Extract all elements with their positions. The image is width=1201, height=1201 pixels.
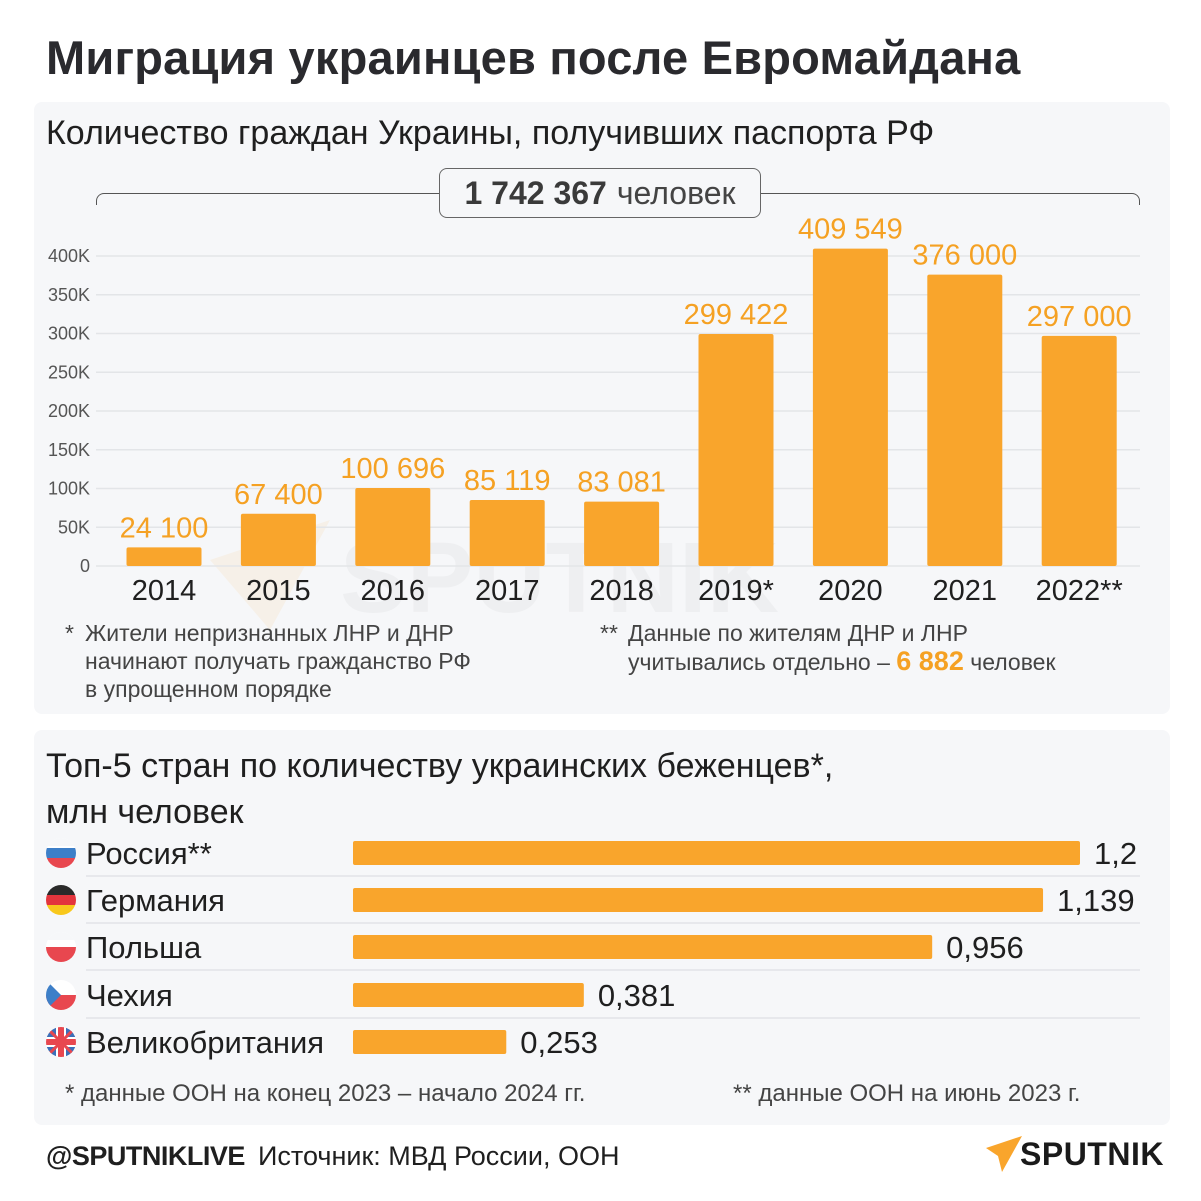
separate-count-highlight: 6 882 (896, 646, 964, 676)
x-tick-label: 2014 (132, 575, 197, 607)
bar-value-label: 24 100 (120, 512, 209, 544)
bar-2018 (584, 501, 660, 566)
bar-2022 (1041, 335, 1117, 566)
row-separators (86, 875, 1140, 1019)
bar-value-label: 297 000 (1027, 301, 1132, 333)
passports-subtitle: Количество граждан Украины, получивших п… (46, 114, 935, 152)
y-tick-label: 150K (48, 440, 90, 460)
passports-bar-chart: 0 50K 100K 150K 200K 250K 300K 350K 400K 24 100 6… (48, 214, 1140, 607)
country-flags (46, 838, 76, 1057)
bar-2021 (927, 274, 1003, 566)
footnote-line: в упрощенном порядке (85, 676, 332, 702)
refugees-footnote-2: ** данные ООН на июнь 2023 г. (733, 1080, 1081, 1107)
footnote-2022: ** Данные по жителям ДНР и ЛНР учитывалис… (600, 619, 1056, 676)
bar-2015 (240, 513, 316, 566)
source-text: Источник: МВД России, ООН (258, 1141, 620, 1171)
russia-flag-icon (46, 838, 76, 868)
bar-value-label: 83 081 (577, 467, 666, 499)
bars (353, 841, 1080, 1054)
country-label: Чехия (86, 978, 173, 1013)
bar-2014 (126, 547, 202, 566)
x-tick-label: 2018 (589, 575, 654, 607)
footnote-marker: ** (600, 620, 618, 646)
country-label: Германия (86, 883, 225, 918)
bar-value-label: 0,253 (520, 1025, 598, 1060)
bar-germany (353, 888, 1044, 912)
bar-2020 (812, 248, 888, 566)
country-label: Польша (86, 930, 202, 965)
bar-value-label: 409 549 (798, 214, 903, 246)
y-tick-label: 300K (48, 324, 90, 344)
x-tick-label: 2020 (818, 575, 883, 607)
x-tick-label: 2016 (361, 575, 426, 607)
refugees-bar-chart: Россия** Германия Польша Чехия Великобритани… (46, 836, 1140, 1060)
x-tick-label: 2022** (1036, 575, 1123, 607)
bar-value-label: 0,956 (946, 930, 1024, 965)
bars (126, 248, 1117, 566)
germany-flag-icon (46, 885, 76, 915)
bar-value-label: 1,139 (1057, 883, 1135, 918)
bar-uk (353, 1030, 507, 1054)
bar-poland (353, 935, 933, 959)
czechia-flag-icon (46, 980, 76, 1010)
footnote-line: начинают получать гражданство РФ (85, 648, 471, 674)
x-tick-label: 2017 (475, 575, 540, 607)
bar-value-label: 0,381 (598, 978, 676, 1013)
refugees-subtitle-line1: Топ-5 стран по количеству украинских беж… (46, 747, 834, 785)
y-axis-ticks: 0 50K 100K 150K 200K 250K 300K 350K 400K (48, 246, 90, 576)
bar-value-label: 1,2 (1094, 836, 1137, 871)
y-tick-label: 0 (80, 556, 90, 576)
bar-russia (353, 841, 1080, 865)
poland-flag-icon (46, 932, 76, 962)
x-tick-label: 2015 (246, 575, 311, 607)
refugees-panel (34, 730, 1170, 1125)
footnote-line: Жители непризнанных ЛНР и ДНР (85, 620, 454, 646)
y-tick-label: 50K (58, 517, 90, 537)
country-label: Россия** (86, 836, 212, 871)
x-axis-labels: 2014 2015 2016 2017 2018 2019* 2020 2021 2022** (132, 575, 1123, 607)
main-title: Миграция украинцев после Евромайдана (46, 31, 1021, 84)
bar-2016 (355, 487, 431, 566)
footnote-line: человек (970, 649, 1056, 675)
y-tick-label: 350K (48, 285, 90, 305)
bar-czechia (353, 983, 584, 1007)
refugees-subtitle-line2: млн человек (46, 793, 244, 831)
y-tick-label: 250K (48, 362, 90, 382)
footnote-line: учитывались отдельно – (628, 649, 890, 675)
y-tick-label: 200K (48, 401, 90, 421)
total-value: 1 742 367 (464, 174, 607, 211)
refugees-footnote-1: * данные ООН на конец 2023 – начало 2024… (65, 1080, 586, 1107)
bar-value-label: 376 000 (912, 240, 1017, 272)
bar-2017 (469, 500, 545, 566)
refugees-subtitle: Топ-5 стран по количеству украинских беж… (46, 743, 833, 835)
x-tick-label: 2021 (933, 575, 998, 607)
x-tick-label: 2019* (698, 575, 774, 607)
y-tick-label: 100K (48, 479, 90, 499)
bar-2019 (698, 333, 774, 566)
total-unit: человек (616, 174, 736, 211)
total-badge: 1 742 367 человек (439, 168, 761, 218)
social-handle[interactable]: @SPUTNIKLIVE (46, 1141, 245, 1171)
country-label: Великобритания (86, 1025, 324, 1060)
footnote-line: Данные по жителям ДНР и ЛНР (628, 620, 968, 646)
country-labels: Россия** Германия Польша Чехия Великобритани… (86, 836, 324, 1060)
bar-value-label: 85 119 (464, 465, 551, 497)
sputnik-logo-text: SPUTNIK (1020, 1136, 1164, 1172)
value-labels: 24 100 67 400 100 696 85 119 83 081 299 422 40… (120, 214, 1132, 545)
bar-value-label: 299 422 (684, 299, 789, 331)
y-tick-label: 400K (48, 246, 90, 266)
bar-value-label: 100 696 (340, 453, 445, 485)
uk-flag-icon (46, 1027, 76, 1057)
sputnik-logo-icon (986, 1136, 1022, 1172)
footnote-marker: * (65, 620, 74, 646)
footnote-2019: * Жители непризнанных ЛНР и ДНР начинают … (65, 619, 471, 703)
bar-value-label: 67 400 (234, 479, 323, 511)
